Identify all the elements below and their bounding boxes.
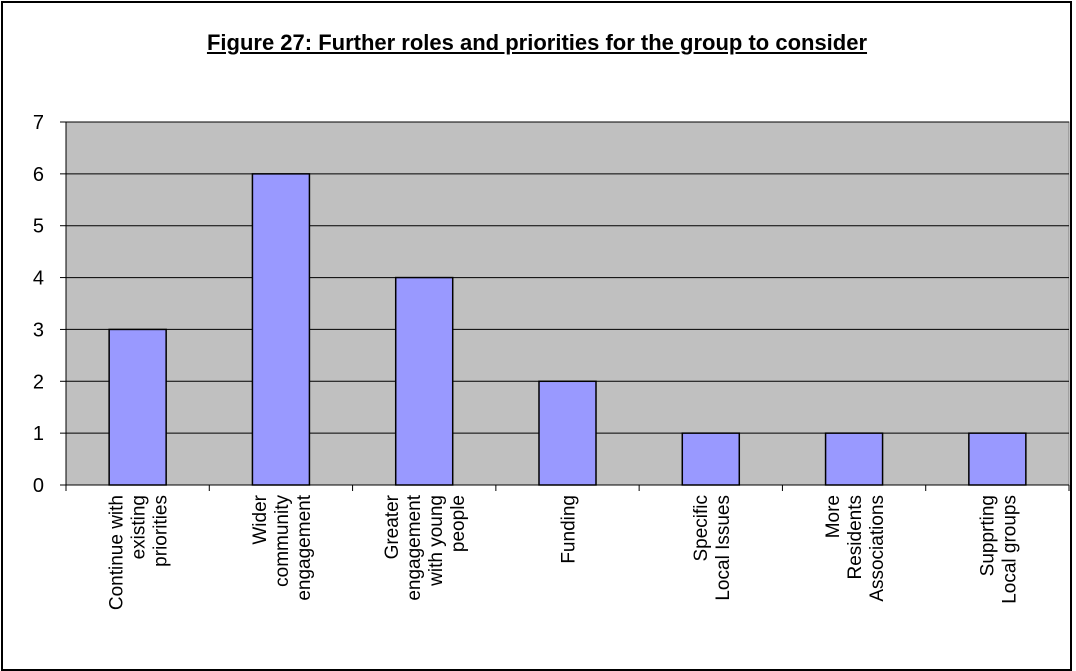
- y-tick-label-5: 5: [33, 216, 44, 238]
- x-tick-label-line: Associations: [867, 495, 888, 602]
- bar-2: [251, 173, 311, 486]
- x-tick-label-line: community: [272, 495, 293, 587]
- x-tick-label-line: engagement: [294, 494, 315, 600]
- x-tick-label-6: MoreResidentsAssociations: [823, 495, 888, 602]
- y-tick-label-1: 1: [33, 423, 44, 445]
- x-tick-label-1: Continue withexistingpriorities: [107, 495, 172, 610]
- x-tick-label-line: More: [823, 495, 844, 538]
- x-tick-label-line: Supprting: [977, 495, 998, 576]
- x-tick-label-line: with young: [426, 495, 447, 587]
- y-tick-label-4: 4: [33, 268, 44, 290]
- x-tick-label-line: Specific: [691, 495, 712, 562]
- y-tick-label-7: 7: [33, 112, 44, 134]
- bar-3: [394, 276, 454, 486]
- x-tick-label-line: Wider: [250, 494, 271, 544]
- bar-7: [968, 432, 1027, 486]
- x-tick-label-line: priorities: [151, 495, 172, 567]
- x-tick-label-line: Residents: [845, 495, 866, 580]
- x-tick-label-4: Funding: [559, 495, 580, 564]
- y-tick-label-0: 0: [33, 475, 44, 497]
- y-tick-label-2: 2: [33, 371, 44, 393]
- y-tick-label-6: 6: [33, 164, 44, 186]
- chart-title: Figure 27: Further roles and priorities …: [206, 30, 868, 55]
- x-tick-label-5: SpecificLocal Issues: [691, 495, 734, 601]
- y-tick-label-3: 3: [33, 319, 44, 341]
- x-tick-label-line: Greater: [382, 494, 403, 559]
- x-tick-label-3: Greaterengagementwith youngpeople: [382, 494, 469, 600]
- x-tick-label-7: SupprtingLocal groups: [977, 495, 1020, 604]
- x-tick-label-line: Continue with: [107, 495, 128, 610]
- bar-5: [681, 432, 741, 486]
- bar-6: [824, 432, 884, 486]
- x-tick-label-line: Funding: [559, 495, 580, 564]
- bar-4: [538, 380, 597, 486]
- x-tick-label-line: Local Issues: [713, 495, 734, 601]
- bar-1: [108, 328, 167, 486]
- x-tick-label-line: engagement: [404, 494, 425, 600]
- x-tick-label-2: Widercommunityengagement: [250, 494, 315, 600]
- x-tick-label-line: people: [448, 495, 469, 552]
- x-tick-label-line: Local groups: [999, 495, 1020, 604]
- x-tick-label-line: existing: [129, 495, 150, 559]
